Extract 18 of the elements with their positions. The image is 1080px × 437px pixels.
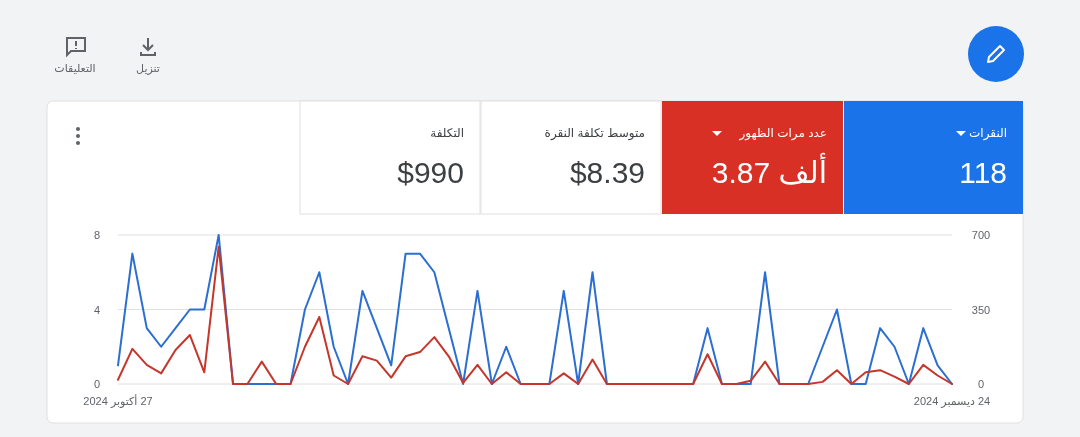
- text: عدد مرات الظهور: [738, 126, 827, 141]
- text: النقرات: [969, 126, 1007, 141]
- y-tick-label: 0: [93, 378, 101, 390]
- y2-tick-label: 0: [977, 378, 985, 390]
- text: التكلفة: [430, 126, 464, 140]
- text: متوسط تكلفة النقرة: [544, 126, 645, 141]
- y2-tick-label: 700: [971, 229, 991, 241]
- text: 118: [959, 156, 1007, 189]
- text: التعليقات: [54, 62, 96, 74]
- text: $8.39: [569, 156, 645, 189]
- y-tick-label: 8: [93, 229, 101, 241]
- text: تنزيل: [136, 62, 160, 75]
- y-tick-label: 4: [93, 303, 101, 316]
- text: 3.87 ألف: [711, 152, 827, 189]
- y2-tick-label: 350: [971, 303, 991, 316]
- x-tick-label: 27 أكتوبر 2024: [83, 394, 153, 408]
- x-tick-label: 24 ديسمبر 2024: [913, 395, 991, 408]
- text: $990: [397, 156, 464, 189]
